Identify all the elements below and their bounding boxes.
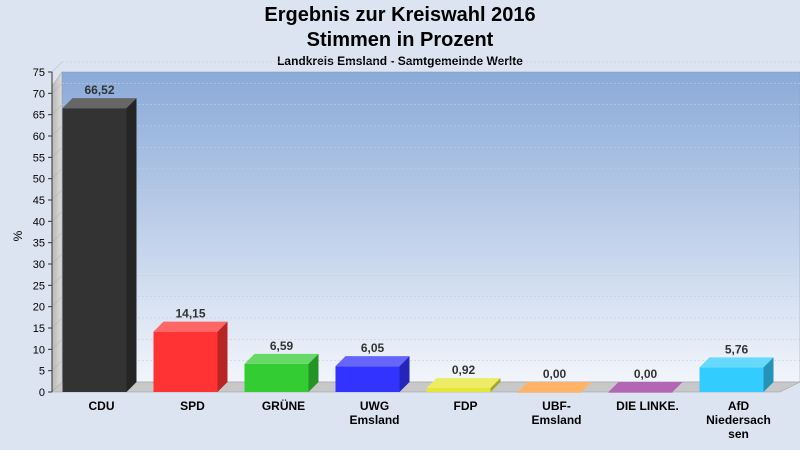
bar (699, 367, 764, 392)
y-tick-label: 0 (39, 387, 45, 399)
bar-group: 14,15 (153, 307, 228, 392)
bar-top (62, 98, 137, 109)
gridline-side (51, 104, 63, 115)
bar (335, 366, 400, 392)
gridline-side (51, 61, 63, 73)
gridline-side (51, 232, 63, 243)
gridline-side (51, 168, 63, 179)
bar-group: 6,59 (244, 339, 319, 392)
bar-group: 0,92 (426, 363, 501, 392)
bar-top (244, 353, 319, 364)
gridline-side (51, 317, 63, 329)
bar-group: 0,00 (608, 367, 683, 393)
data-label: 6,59 (270, 339, 294, 353)
bar-top (153, 321, 228, 332)
bar-top (517, 382, 592, 392)
x-tick-label: UBF-Emsland (531, 399, 581, 427)
y-tick-label: 50 (33, 174, 45, 186)
chart-subtitle: Landkreis Emsland - Samtgemeinde Werlte (277, 54, 523, 68)
y-tick-label: 5 (39, 366, 45, 378)
bar-top (699, 357, 774, 368)
chart-title-line2: Stimmen in Prozent (306, 29, 494, 51)
x-tick-label: DIE LINKE. (616, 399, 679, 413)
bar-side (490, 378, 501, 392)
gridline-side (51, 253, 63, 265)
y-tick-label: 10 (33, 344, 45, 356)
bar-side (126, 98, 137, 392)
x-tick-label: AfD Niedersach sen (706, 399, 771, 441)
gridline-side (51, 296, 63, 307)
bar (62, 108, 127, 392)
bar (244, 363, 309, 392)
y-tick-label: 25 (33, 280, 45, 292)
gridline-side (51, 360, 63, 371)
y-tick-label: 15 (33, 323, 45, 335)
bar-side (763, 357, 774, 392)
gridline-side (51, 189, 63, 201)
data-label: 0,92 (452, 363, 476, 377)
x-tick-label: UWG Emsland (349, 399, 399, 427)
x-tick-label: FDP (454, 399, 478, 413)
bar (426, 388, 491, 392)
y-tick-label: 55 (33, 152, 45, 164)
y-tick-label: 40 (33, 216, 45, 228)
bar-group: 6,05 (335, 341, 410, 392)
gridline-side (51, 211, 63, 222)
data-label: 14,15 (175, 307, 205, 321)
y-tick-label: 35 (33, 238, 45, 250)
bar-top (335, 356, 410, 367)
gridline-side (51, 83, 63, 94)
gridline-side (51, 275, 63, 286)
y-tick-label: 30 (33, 259, 45, 271)
gridline-side (51, 147, 63, 158)
x-tick-label: CDU (89, 399, 115, 413)
bar-side (308, 353, 319, 392)
gridline-side (51, 339, 63, 350)
bar (608, 392, 673, 393)
y-tick-label: 65 (33, 110, 45, 122)
bar-side (399, 356, 410, 392)
data-label: 0,00 (634, 367, 658, 381)
x-tick-label: SPD (180, 399, 205, 413)
data-label: 6,05 (361, 341, 385, 355)
data-label: 66,52 (84, 83, 114, 97)
bar-top (426, 378, 501, 389)
y-tick-label: 45 (33, 195, 45, 207)
chart-title: Ergebnis zur Kreiswahl 2016 (264, 4, 536, 26)
bar-group: 0,00 (517, 367, 592, 393)
y-tick-label: 75 (33, 67, 45, 79)
bar-top (608, 382, 683, 392)
y-tick-label: 70 (33, 88, 45, 100)
y-tick-label: 60 (33, 131, 45, 143)
data-label: 0,00 (543, 367, 567, 381)
bar-group: 66,52 (62, 83, 137, 392)
y-axis-label: % (11, 230, 25, 241)
y-tick-label: 20 (33, 302, 45, 314)
x-tick-label: GRÜNE (262, 398, 305, 413)
bar (153, 331, 218, 392)
gridline-side (51, 125, 63, 137)
bar-side (217, 321, 228, 392)
bar (517, 392, 582, 393)
data-label: 5,76 (725, 342, 749, 356)
bar-group: 5,76 (699, 342, 774, 392)
